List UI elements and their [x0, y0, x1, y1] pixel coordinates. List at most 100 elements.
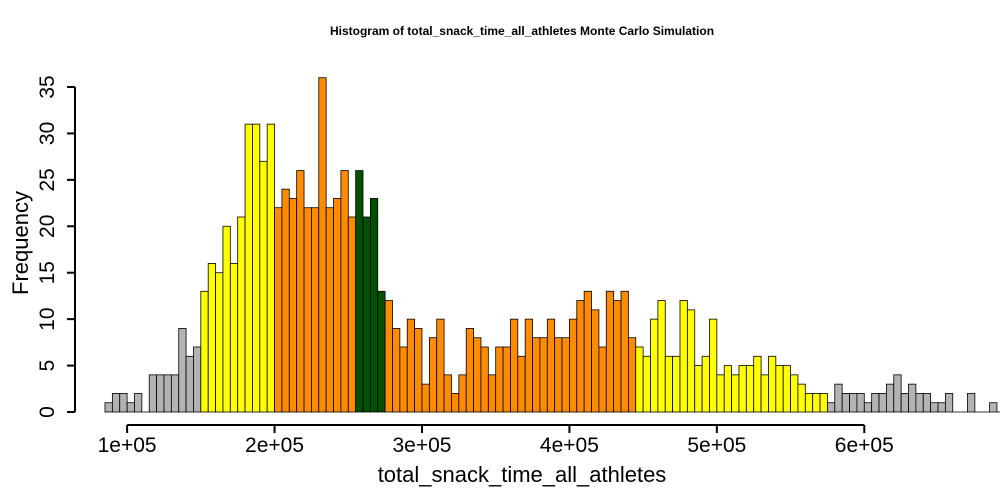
- histogram-bar: [156, 374, 165, 413]
- y-axis-label: Frequency: [8, 191, 33, 295]
- histogram-bar: [134, 393, 143, 413]
- histogram-bar: [495, 346, 504, 413]
- histogram-bar: [657, 300, 666, 413]
- histogram-bar: [731, 374, 740, 413]
- y-tick-label: 15: [36, 261, 59, 284]
- histogram-bar: [266, 123, 275, 413]
- histogram-bar: [458, 374, 467, 413]
- x-tick-label: 3e+05: [392, 434, 451, 457]
- histogram-bar: [252, 123, 261, 413]
- histogram-bar: [473, 337, 482, 413]
- histogram-bar: [111, 393, 121, 413]
- histogram-bar: [915, 393, 924, 413]
- histogram-bar: [421, 383, 430, 413]
- histogram-bar: [871, 393, 880, 413]
- y-tick-label: 25: [36, 168, 59, 191]
- histogram-bar: [524, 318, 533, 413]
- chart-title: Histogram of total_snack_time_all_athlet…: [330, 24, 714, 38]
- histogram-bar: [392, 328, 401, 413]
- histogram-bar: [178, 328, 187, 413]
- histogram-bar: [664, 355, 674, 413]
- histogram-bar: [576, 300, 585, 413]
- histogram-bar: [244, 123, 253, 413]
- histogram-bar: [775, 365, 784, 413]
- histogram-bar: [480, 346, 489, 413]
- histogram-bar: [546, 318, 556, 413]
- x-tick-label: 2e+05: [245, 434, 304, 457]
- histogram-bar: [834, 383, 843, 413]
- histogram-bar: [716, 374, 725, 413]
- x-axis-label: total_snack_time_all_athletes: [378, 462, 667, 487]
- histogram-bar: [163, 374, 172, 413]
- histogram-bar: [465, 328, 474, 413]
- histogram-bar: [723, 365, 732, 413]
- histogram-bar: [193, 346, 202, 413]
- histogram-bar: [849, 393, 858, 413]
- histogram-bar: [362, 216, 371, 413]
- histogram-bar: [856, 393, 865, 413]
- histogram-bar: [930, 402, 939, 413]
- histogram-bar: [554, 337, 563, 413]
- histogram-bar: [126, 402, 135, 413]
- histogram-bar: [569, 318, 578, 413]
- histogram-bar: [451, 393, 460, 413]
- histogram-bar: [768, 355, 777, 413]
- histogram-bar: [215, 272, 224, 413]
- histogram-bar: [539, 337, 548, 413]
- x-tick-label: 1e+05: [98, 434, 157, 457]
- histogram-bar: [318, 77, 327, 413]
- histogram-bar: [937, 402, 946, 413]
- histogram-bar: [296, 170, 305, 413]
- y-tick-label: 5: [36, 360, 59, 372]
- histogram-bar: [635, 346, 644, 413]
- histogram-bar: [185, 355, 194, 413]
- histogram-bar: [738, 365, 747, 413]
- histogram-bar: [686, 309, 696, 413]
- histogram-bar: [487, 374, 497, 413]
- histogram-bar: [620, 290, 629, 413]
- histogram-bar: [517, 355, 526, 413]
- histogram-bar: [406, 318, 416, 413]
- histogram-bar: [944, 393, 954, 413]
- histogram-bar: [863, 402, 873, 413]
- histogram-bar: [650, 318, 659, 413]
- histogram-bar: [148, 374, 158, 413]
- histogram-bar: [885, 383, 895, 413]
- histogram-bar: [436, 318, 445, 413]
- x-tick-label: 6e+05: [835, 434, 894, 457]
- histogram-bar: [598, 346, 607, 413]
- histogram-bar: [443, 374, 452, 413]
- histogram-bar: [207, 263, 216, 413]
- histogram-bar: [922, 393, 932, 413]
- histogram-bar: [561, 337, 570, 413]
- histogram-bar: [119, 393, 128, 413]
- x-tick-label: 4e+05: [540, 434, 599, 457]
- histogram-bar: [893, 374, 902, 413]
- histogram-bar: [369, 198, 379, 413]
- histogram-bar: [967, 393, 976, 413]
- histogram-bar: [627, 337, 637, 413]
- histogram-bar: [797, 383, 806, 413]
- histogram-bar: [694, 365, 703, 413]
- histogram-bar: [259, 160, 268, 413]
- histogram-bar: [274, 207, 283, 413]
- y-tick-label: 10: [36, 307, 59, 330]
- histogram-bar: [510, 318, 519, 413]
- histogram-bar: [347, 216, 357, 413]
- histogram-bar: [200, 290, 209, 413]
- histogram-bar: [222, 225, 231, 413]
- histogram-bar: [760, 374, 769, 413]
- y-tick-label: 20: [36, 215, 59, 238]
- histogram-bar: [399, 346, 408, 413]
- histogram-bar: [377, 290, 386, 413]
- histogram-bar: [989, 402, 998, 413]
- histogram-bar: [745, 365, 755, 413]
- histogram-bar: [679, 300, 688, 413]
- x-axis: 1e+05 2e+05 3e+05 4e+05 5e+05 6e+05: [98, 424, 894, 457]
- histogram-bar: [414, 328, 423, 413]
- histogram-bar: [878, 393, 887, 413]
- histogram-bar: [288, 198, 298, 413]
- histogram-bar: [583, 290, 592, 413]
- histogram-bar: [591, 309, 600, 413]
